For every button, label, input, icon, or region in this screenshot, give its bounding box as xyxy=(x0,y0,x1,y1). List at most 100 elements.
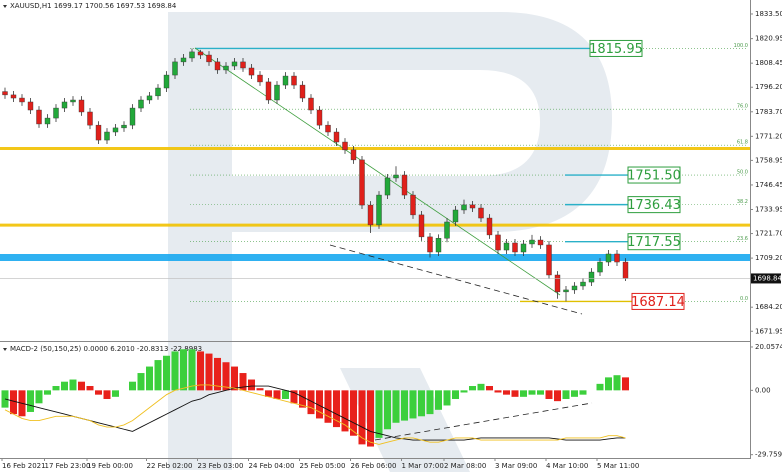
y-tick-label: 1733.95 xyxy=(755,205,782,213)
candle-body xyxy=(282,75,289,86)
candle-body xyxy=(155,87,161,97)
y-tick-label: 1783.70 xyxy=(755,108,782,116)
candle-body xyxy=(146,95,153,101)
candle-body xyxy=(486,217,493,236)
fib-level-label: 61.8 xyxy=(737,140,748,146)
candle-body xyxy=(418,214,425,238)
fib-level-label: 50.0 xyxy=(737,170,748,176)
macd-bar xyxy=(112,390,119,397)
macd-bar xyxy=(239,373,247,391)
macd-bar xyxy=(486,386,493,391)
macd-bar xyxy=(248,379,255,391)
macd-bar xyxy=(324,390,332,423)
candle-body xyxy=(554,274,561,293)
candle-body xyxy=(299,84,306,99)
macd-bar xyxy=(214,357,221,391)
candle-body xyxy=(529,239,535,245)
candle-body xyxy=(129,107,136,126)
candle-body xyxy=(189,51,195,59)
macd-bar xyxy=(554,390,561,402)
macd-bar xyxy=(103,390,111,399)
macd-bar xyxy=(435,390,442,410)
macd-bar xyxy=(256,388,264,391)
macd-bar xyxy=(401,390,408,421)
candle-body xyxy=(410,194,416,216)
macd-trend-line xyxy=(374,402,593,441)
menu-arrow xyxy=(3,348,7,351)
macd-bar xyxy=(69,379,77,391)
candle-body xyxy=(61,101,68,109)
y-tick-label: 1808.45 xyxy=(755,59,782,67)
price-label: 1736.43 xyxy=(627,198,681,213)
price-label: 1687.14 xyxy=(631,295,685,310)
candle-body xyxy=(180,57,187,63)
candle-body xyxy=(265,81,272,101)
macd-bar xyxy=(537,390,544,395)
candle-body xyxy=(70,99,76,103)
candle-body xyxy=(112,127,119,133)
price-label: 1751.50 xyxy=(627,169,681,184)
candle-body xyxy=(163,74,170,89)
x-tick-label: 16 Feb 2021 xyxy=(2,462,46,470)
candle-body xyxy=(495,234,501,251)
macd-bar xyxy=(511,390,519,397)
price-label-box xyxy=(627,166,681,184)
macd-bar xyxy=(61,381,68,391)
macd-bar xyxy=(460,390,468,393)
price-label-box xyxy=(589,39,643,57)
y-tick-label: 1746.45 xyxy=(755,181,782,189)
macd-bar xyxy=(27,390,34,412)
macd-bar xyxy=(494,390,502,393)
candle-body xyxy=(359,159,365,206)
candle-body xyxy=(257,74,263,83)
candle-body xyxy=(214,61,221,71)
macd-bar xyxy=(469,386,476,391)
macd-bar xyxy=(154,360,162,391)
candle-body xyxy=(342,141,348,151)
candle-body xyxy=(384,177,391,196)
candle-body xyxy=(240,61,246,69)
candle-body xyxy=(308,97,314,111)
candle-body xyxy=(197,51,204,56)
candle-body xyxy=(2,91,8,96)
candle-body xyxy=(291,75,297,86)
candle-body xyxy=(333,131,340,143)
macd-bar xyxy=(418,390,425,417)
macd-bar xyxy=(197,351,204,391)
macd-signal-line xyxy=(4,384,626,445)
candle-body xyxy=(376,194,382,226)
candle-body xyxy=(44,117,51,125)
macd-bar xyxy=(265,390,272,397)
macd-bar xyxy=(426,390,434,415)
macd-bar xyxy=(137,373,145,391)
x-tick-label: 25 Feb 05:00 xyxy=(300,462,346,470)
candle-body xyxy=(206,54,212,63)
candle-body xyxy=(53,107,59,119)
candle-body xyxy=(138,99,144,109)
y-tick-label: 1833.50 xyxy=(755,10,782,18)
macd-signal-line xyxy=(4,385,626,441)
macd-y-tick-label: 20.0574 xyxy=(755,343,782,351)
candle-body xyxy=(427,236,433,253)
y-tick-label: 1820.95 xyxy=(755,35,782,43)
macd-bar xyxy=(78,381,85,391)
candle-body xyxy=(605,253,612,263)
candle-body xyxy=(27,101,34,111)
price-label-box xyxy=(627,196,681,214)
candle-body xyxy=(248,67,255,76)
chart-header: XAUUSD,H1 1699.17 1700.56 1697.53 1698.8… xyxy=(10,2,177,10)
candle-body xyxy=(121,124,127,129)
candle-body xyxy=(614,253,620,263)
candle-body xyxy=(512,242,518,253)
macd-bar xyxy=(299,390,306,408)
candle-body xyxy=(401,174,408,196)
macd-bar xyxy=(316,390,323,419)
candle-body xyxy=(622,261,629,279)
macd-y-tick-label: 0.00 xyxy=(755,386,771,394)
candle-body xyxy=(172,61,178,76)
macd-bar xyxy=(95,390,102,395)
macd-bar xyxy=(171,351,179,391)
candle-body xyxy=(87,111,93,126)
macd-bar xyxy=(86,386,94,391)
macd-bar xyxy=(146,366,153,391)
